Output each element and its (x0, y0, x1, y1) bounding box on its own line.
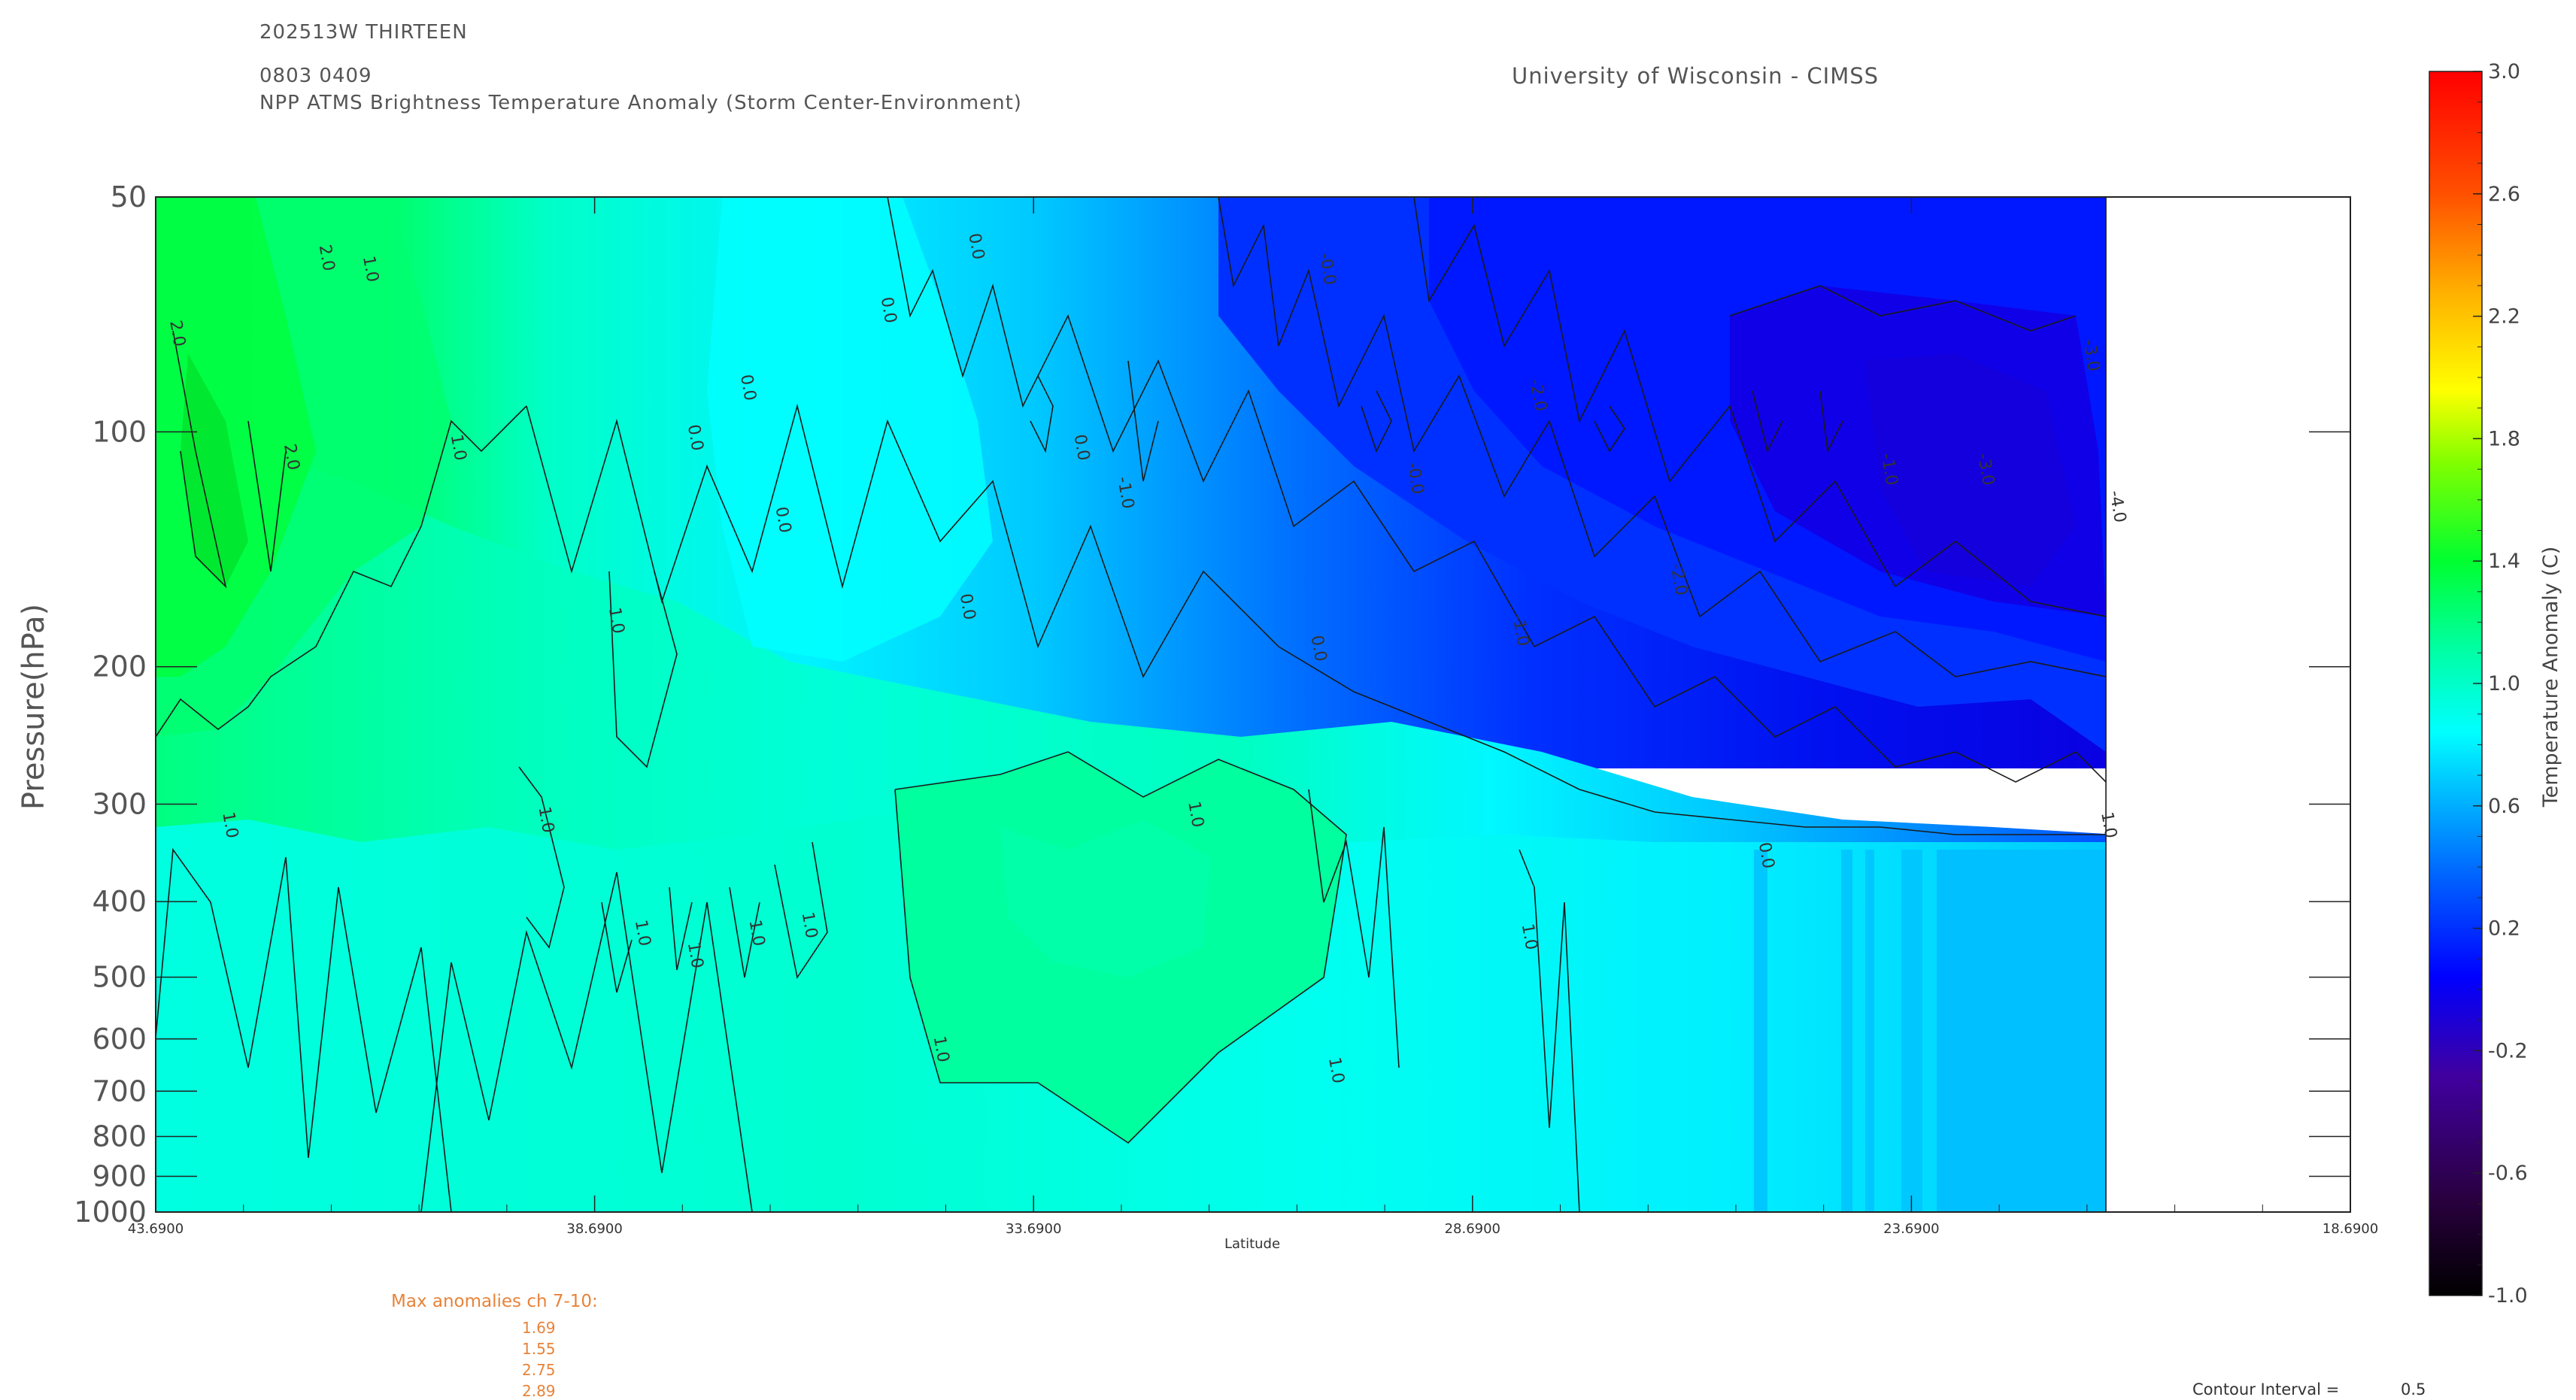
colorbar-tick-label: -1.0 (2488, 1284, 2528, 1308)
contour-label: 1.0 (605, 606, 628, 635)
x-tick-label: 23.6900 (1883, 1221, 1939, 1237)
institution-label: University of Wisconsin - CIMSS (1512, 63, 1880, 89)
max-anomaly-ch7: 1.69 (522, 1319, 556, 1337)
contour-label: 1.0 (218, 811, 241, 840)
contour-label: 0.0 (684, 423, 707, 453)
storm-id: 202513W THIRTEEN (259, 21, 468, 44)
contour-lines (156, 197, 2107, 1212)
colorbar-tick-label: 1.4 (2488, 550, 2520, 573)
colorbar-tick-label: -0.2 (2488, 1039, 2528, 1062)
contour-label: 1.0 (631, 918, 654, 947)
colorbar-label: Temperature Anomaly (C) (2539, 547, 2562, 808)
contour-label: 0.0 (1070, 433, 1093, 462)
y-tick-label: 300 (92, 787, 147, 820)
contour-label: 0.0 (772, 505, 795, 535)
colorbar-tick-label: 1.0 (2488, 672, 2520, 695)
contour-label: 1.0 (534, 805, 557, 835)
contour-label: 0.0 (877, 295, 900, 325)
contour-label: 0.0 (1307, 634, 1330, 663)
colorbar-ticks: 3.0 2.6 2.2 1.8 1.4 1.0 0.6 0.2 -0.2 -0.6 -1.0 (2473, 60, 2528, 1308)
y-tick-label: 100 (92, 415, 147, 448)
anomaly-field (156, 197, 2117, 1212)
contour-label: 1.0 (684, 941, 707, 970)
y-axis-label: Pressure(hPa) (17, 604, 51, 810)
colorbar-tick-label: 0.6 (2488, 795, 2520, 818)
y-tick-label: 700 (92, 1074, 147, 1108)
y-tick-label: 1000 (74, 1195, 147, 1229)
contour-labels: 2.02.0 1.02.0 1.01.00.00.00.00.00.00.00.0-… (165, 232, 2129, 1085)
x-tick-label: 38.6900 (566, 1221, 622, 1237)
y-tick-label: 500 (92, 961, 147, 994)
y-tick-label: 900 (92, 1160, 147, 1193)
max-anomaly-ch10: 2.89 (522, 1382, 556, 1400)
colorbar-tick-label: 2.6 (2488, 183, 2520, 206)
contour-label: 1.0 (798, 911, 821, 940)
contour-label: 1.0 (359, 254, 382, 283)
contour-label: 2.0 (165, 319, 189, 348)
max-anomaly-ch9: 2.75 (522, 1361, 556, 1379)
contour-label: 1.0 (447, 433, 470, 462)
y-tick-label: 600 (92, 1023, 147, 1056)
colorbar-tick-label: 1.8 (2488, 427, 2520, 450)
x-tick-label: 18.6900 (2323, 1221, 2378, 1237)
contour-label: 0.0 (736, 373, 760, 402)
y-tick-label: 50 (111, 180, 147, 214)
colorbar-tick-label: 3.0 (2488, 60, 2520, 83)
colorbar-tick-label: -0.6 (2488, 1162, 2528, 1185)
product-title: NPP ATMS Brightness Temperature Anomaly … (259, 92, 1022, 114)
contour-label: 2.0 (280, 443, 303, 472)
contour-label: 1.0 (745, 918, 769, 947)
y-tick-label: 200 (92, 650, 147, 683)
contour-label: 1.0 (1324, 1056, 1348, 1085)
contour-label: 1.0 (1184, 800, 1207, 829)
contour-label: 1.0 (1518, 923, 1541, 952)
x-tick-label: 33.6900 (1006, 1221, 1061, 1237)
contour-label: 1.0 (2097, 811, 2120, 840)
x-tick-label: 28.6900 (1445, 1221, 1500, 1237)
max-anomalies-title: Max anomalies ch 7-10: (391, 1292, 598, 1311)
x-tick-label: 43.6900 (128, 1221, 184, 1237)
colorbar-tick-label: 2.2 (2488, 305, 2520, 329)
x-axis-label: Latitude (1224, 1236, 1280, 1252)
contour-label: 0.0 (956, 592, 979, 622)
latitude-axis: 43.6900 38.6900 33.6900 28.6900 23.6900 18.69… (128, 197, 2378, 1237)
contour-interval-value: 0.5 (2401, 1380, 2426, 1398)
contour-label: 0.0 (1755, 841, 1778, 870)
contour-label: 2.0 (315, 244, 338, 273)
y-tick-label: 800 (92, 1120, 147, 1153)
colorbar-tick-label: 0.2 (2488, 917, 2520, 941)
datetime-stamp: 0803 0409 (259, 65, 372, 87)
max-anomaly-ch8: 1.55 (522, 1340, 556, 1358)
contour-interval-label: Contour Interval = (2192, 1380, 2340, 1398)
contour-label: 1.0 (930, 1035, 953, 1064)
plot-frame (155, 196, 2351, 1213)
y-tick-label: 400 (92, 885, 147, 918)
contour-label: 0.0 (964, 232, 988, 261)
